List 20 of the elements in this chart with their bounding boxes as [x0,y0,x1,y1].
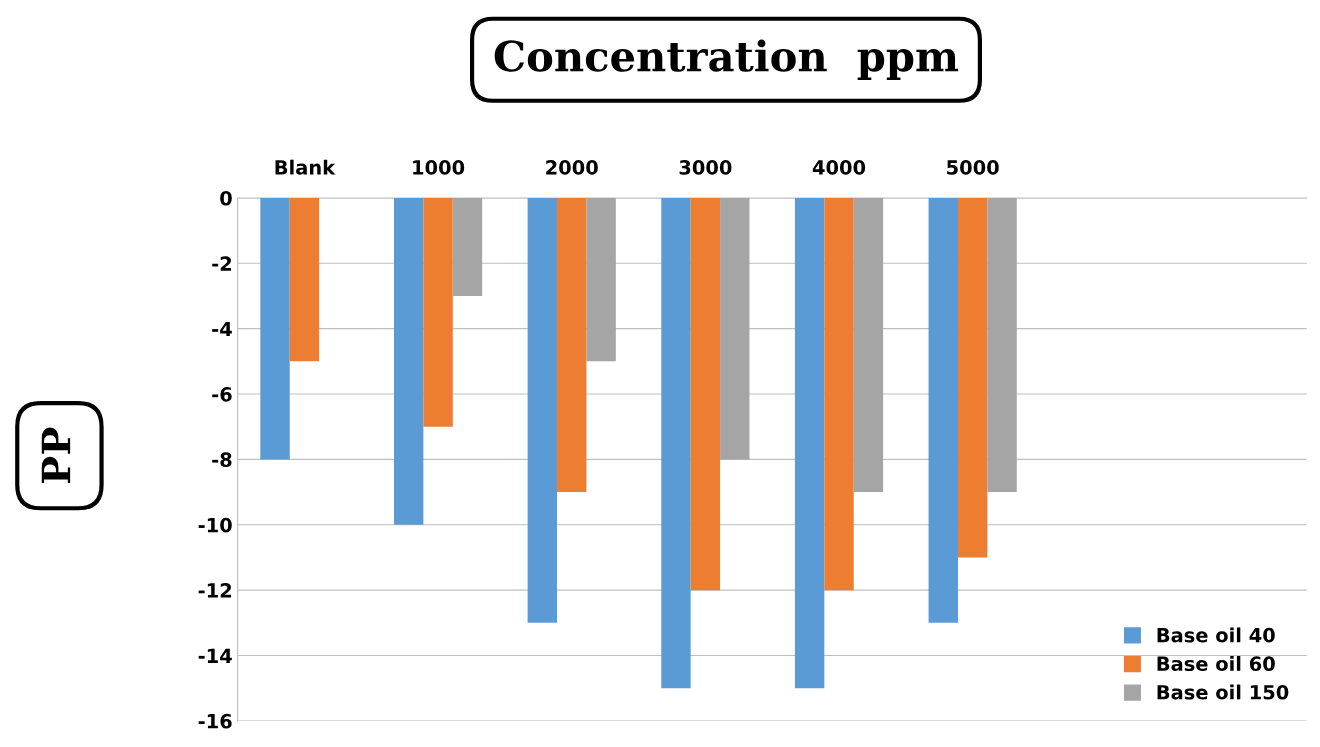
y-tick-label: -16 [198,713,232,729]
y-tick-label: -4 [212,321,232,337]
y-tick-label: -14 [198,648,232,663]
y-tick-label: -2 [212,256,232,271]
x-tick-label: 4000 [812,160,866,175]
y-tick-label: 0 [220,190,232,206]
x-tick-label: Blank [275,159,336,175]
y-tick-label: -8 [212,452,232,468]
legend-label: Base oil 40 [1157,627,1275,643]
y-tick-label: -6 [212,387,232,402]
y-tick-label: -12 [198,583,232,598]
x-tick-label: 1000 [413,160,465,175]
chart-title: Concentration ppm [494,39,959,80]
legend-label: Base oil 60 [1157,656,1275,672]
x-tick-label: 2000 [546,160,598,175]
y-tick-label: -10 [198,517,232,533]
x-tick-label: 5000 [947,160,999,175]
legend-label: Base oil 150 [1157,684,1289,700]
y-axis-title: PP [41,427,71,484]
x-tick-label: 3000 [679,160,732,175]
